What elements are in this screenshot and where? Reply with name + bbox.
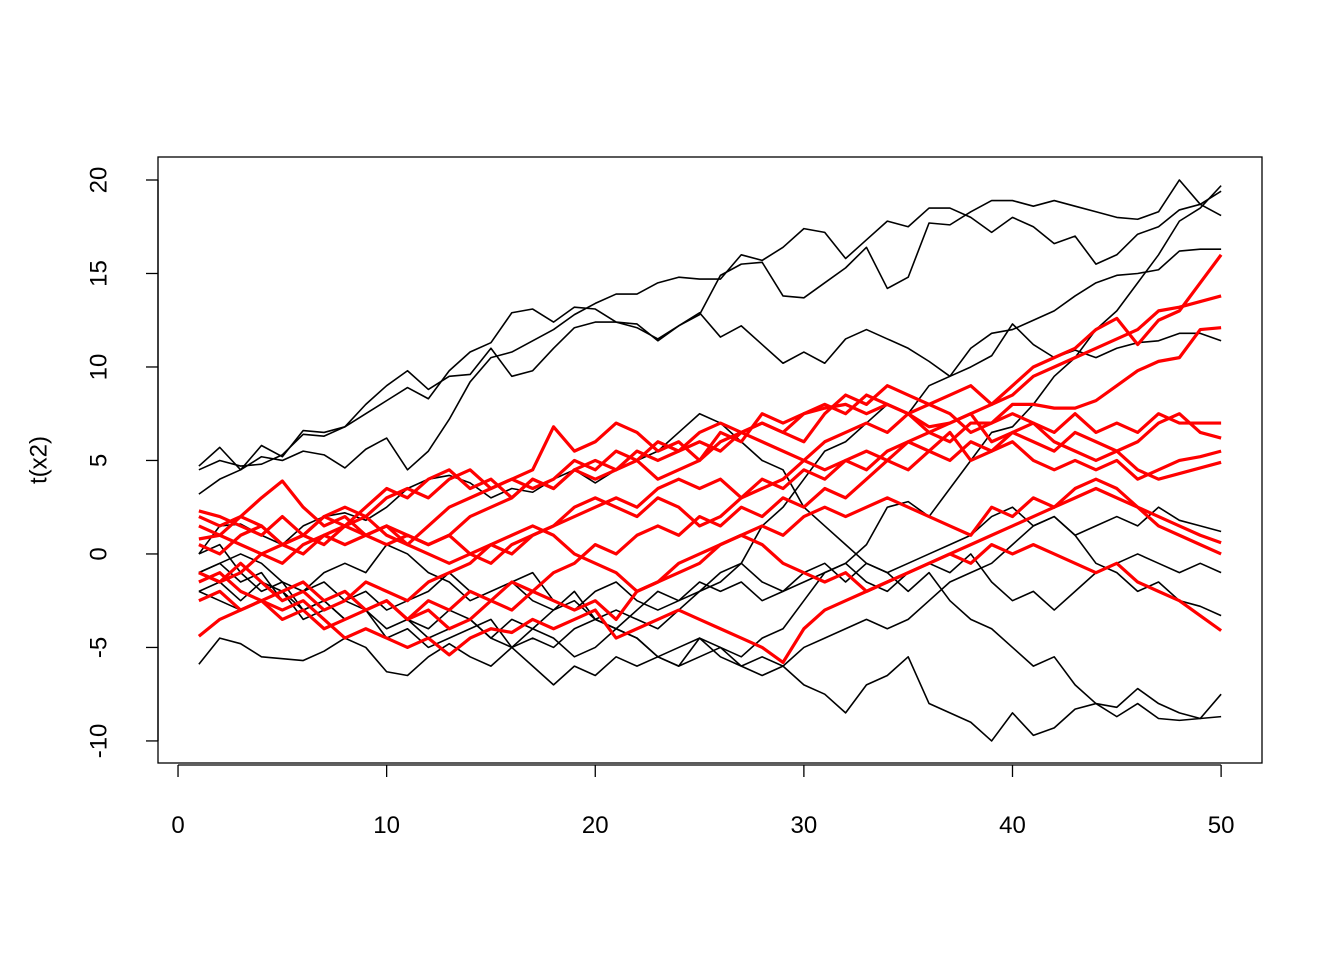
y-axis-label: t(x2) [25,436,52,484]
series-line [198,486,1222,631]
y-tick-label: -10 [85,724,112,759]
y-tick-label: 20 [85,167,112,194]
series-line [197,543,1223,665]
series-line [198,402,1222,556]
x-tick-label: 10 [373,812,400,839]
series-line [198,179,1222,471]
y-tick-label: -5 [85,637,112,658]
x-tick-label: 50 [1208,812,1235,839]
series-line [198,637,1222,742]
series-line [198,326,1222,612]
series-line [198,543,1222,611]
series-line [198,190,1222,495]
y-tick-label: 5 [85,454,112,467]
series-line [198,253,1223,565]
series-line [198,515,1222,667]
x-tick-label: 20 [582,812,609,839]
x-tick-label: 0 [171,812,184,839]
y-tick-label: 15 [85,260,112,287]
series-line [198,421,1222,584]
x-tick-label: 30 [791,812,818,839]
x-tick-label: 40 [999,812,1026,839]
series-line [198,477,1222,593]
y-tick-label: 10 [85,354,112,381]
series-line [198,185,1222,658]
y-tick-label: 0 [85,547,112,560]
series-line [198,311,1222,471]
